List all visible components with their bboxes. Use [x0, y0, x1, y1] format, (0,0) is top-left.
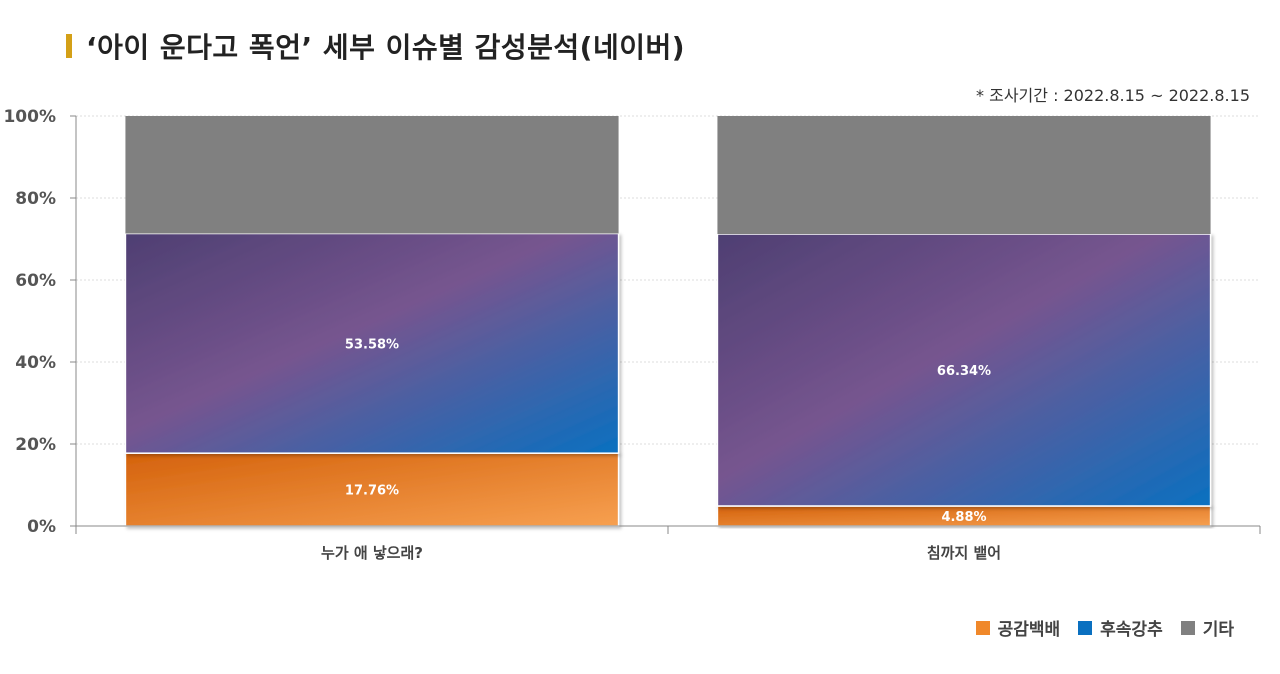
y-tick-label: 100% — [3, 107, 56, 127]
legend-swatch-followup — [1078, 620, 1093, 635]
legend-item-followup: 후속강추 — [1078, 615, 1163, 640]
chart-legend: 공감백배 후속강추 기타 — [975, 615, 1234, 640]
y-tick-label: 20% — [15, 435, 56, 455]
bar-segment-followup — [716, 233, 1212, 507]
bar-segment-other — [717, 116, 1211, 234]
legend-label-other: 기타 — [1202, 620, 1234, 640]
chart-title: ‘아이 운다고 폭언’ 세부 이슈별 감성분석(네이버) — [86, 31, 686, 64]
bar-segment-followup — [124, 232, 620, 454]
chart-title-row: ‘아이 운다고 폭언’ 세부 이슈별 감성분석(네이버) — [66, 26, 685, 66]
y-tick-label: 80% — [15, 189, 56, 209]
x-category-label: 침까지 뱉어 — [927, 544, 1001, 562]
y-tick-label: 0% — [27, 517, 56, 537]
y-tick-label: 40% — [15, 353, 56, 373]
data-label: 53.58% — [345, 337, 399, 352]
title-marker-bar — [66, 34, 72, 58]
survey-period: * 조사기간 : 2022.8.15 ~ 2022.8.15 — [976, 86, 1250, 105]
data-label: 17.76% — [345, 484, 399, 499]
x-category-label: 누가 애 낳으래? — [321, 544, 423, 562]
legend-item-empathy: 공감백배 — [975, 615, 1061, 640]
legend-swatch-other — [1180, 620, 1195, 635]
data-label: 66.34% — [937, 364, 991, 379]
bar-segment-other — [125, 116, 619, 234]
legend-label-empathy: 공감백배 — [997, 620, 1061, 640]
legend-item-other: 기타 — [1180, 615, 1234, 640]
data-label: 4.88% — [941, 510, 986, 525]
legend-swatch-empathy — [975, 620, 990, 635]
y-tick-label: 60% — [15, 271, 56, 291]
legend-label-followup: 후속강추 — [1100, 620, 1163, 640]
